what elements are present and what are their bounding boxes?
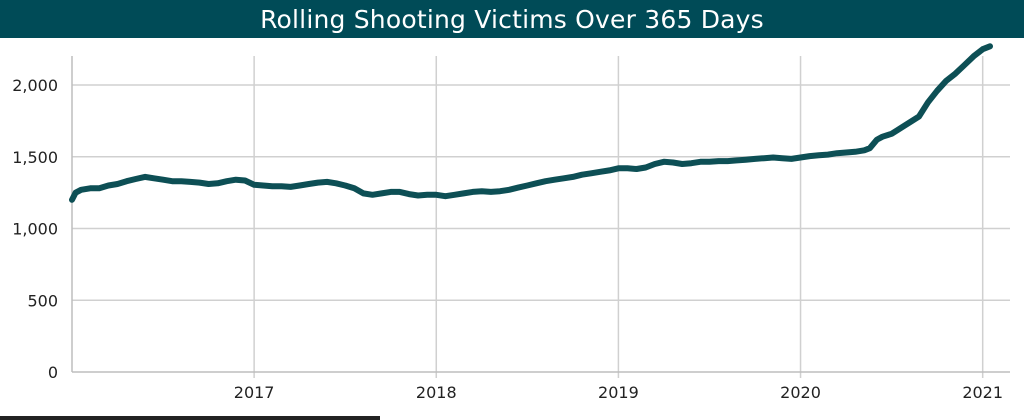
bottom-strip xyxy=(0,416,380,420)
grid-layer xyxy=(72,56,1010,378)
y-tick-label: 1,500 xyxy=(12,148,58,167)
y-tick-label: 2,000 xyxy=(12,76,58,95)
x-tick-label: 2021 xyxy=(962,383,1003,402)
y-tick-label: 500 xyxy=(27,291,58,310)
x-tick-label: 2017 xyxy=(234,383,275,402)
chart-title: Rolling Shooting Victims Over 365 Days xyxy=(260,4,764,34)
x-tick-label: 2018 xyxy=(416,383,457,402)
chart-title-bar: Rolling Shooting Victims Over 365 Days xyxy=(0,0,1024,38)
x-tick-label: 2020 xyxy=(780,383,821,402)
y-tick-label: 0 xyxy=(48,363,58,382)
axis-layer xyxy=(71,56,1010,373)
y-tick-label: 1,000 xyxy=(12,220,58,239)
series-layer xyxy=(69,43,993,203)
tick-label-layer: 0 500 1,000 1,500 2,000 2017 2018 2019 2020 2021 xyxy=(12,76,1003,402)
series-line xyxy=(69,43,993,203)
x-tick-label: 2019 xyxy=(598,383,639,402)
